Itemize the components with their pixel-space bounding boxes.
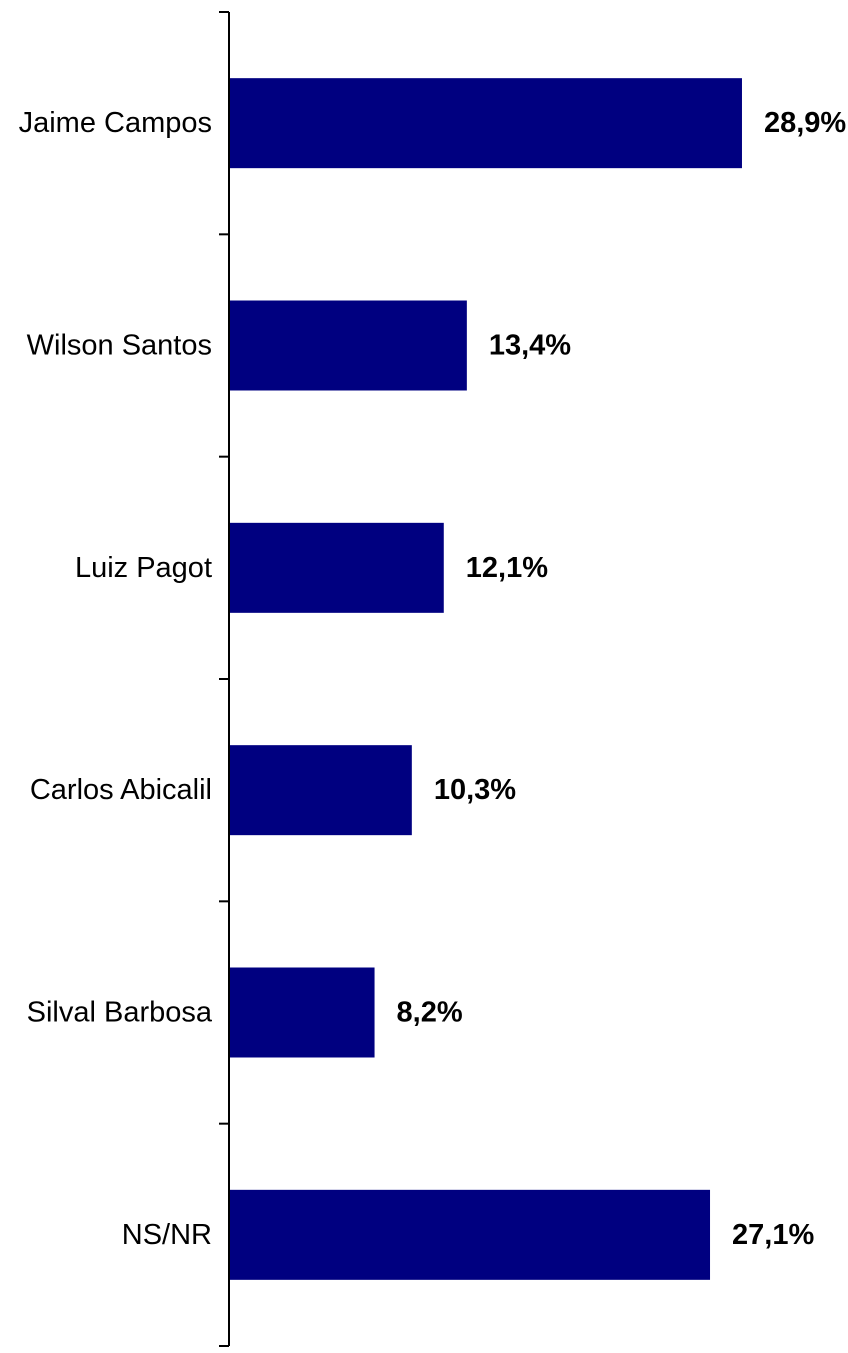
category-label: Jaime Campos [19, 107, 212, 139]
bar [229, 78, 742, 169]
category-label: Carlos Abicalil [30, 774, 212, 806]
bar [229, 1189, 711, 1280]
bars [229, 78, 742, 1280]
category-label: Wilson Santos [27, 330, 212, 362]
data-label: 8,2% [397, 997, 463, 1029]
data-label: 28,9% [764, 107, 846, 139]
bar [229, 300, 467, 391]
category-label: NS/NR [122, 1219, 212, 1251]
data-label: 27,1% [732, 1219, 814, 1251]
category-label: Silval Barbosa [27, 997, 213, 1029]
category-axis [219, 11, 230, 1347]
bar [229, 967, 375, 1058]
labels: Jaime Campos 28,9% Wilson Santos 13,4% Luiz … [19, 107, 847, 1251]
bar [229, 745, 412, 836]
bar [229, 522, 444, 613]
category-label: Luiz Pagot [75, 552, 212, 584]
data-label: 10,3% [434, 774, 516, 806]
data-label: 12,1% [466, 552, 548, 584]
data-label: 13,4% [489, 330, 571, 362]
